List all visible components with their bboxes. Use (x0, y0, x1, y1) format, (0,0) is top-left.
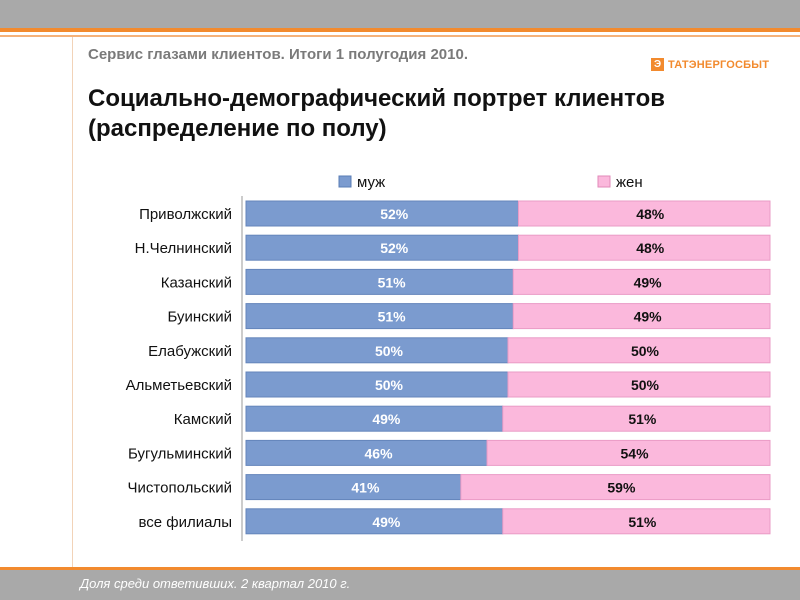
bar-female (507, 371, 771, 398)
category-label: Н.Челнинский (135, 240, 232, 257)
top-bar (0, 0, 800, 28)
legend-swatch-female (597, 175, 611, 188)
data-label-male: 52% (380, 240, 409, 256)
bar-female (512, 303, 771, 330)
data-label-female: 51% (628, 411, 657, 427)
bar-female (517, 234, 771, 261)
data-label-female: 51% (628, 514, 657, 530)
bar-male (245, 337, 509, 364)
bar-male (245, 439, 488, 466)
bar-female (512, 268, 771, 295)
bar-male (245, 508, 504, 535)
category-label: Буинский (168, 309, 233, 326)
bar-female (486, 439, 771, 466)
data-label-female: 54% (621, 445, 650, 461)
bottom-accent-stripe (0, 567, 800, 570)
category-label: Альметьевский (126, 377, 232, 394)
category-label: Чистопольский (128, 480, 232, 497)
bar-female (502, 508, 771, 535)
company-logo: Э ТАТЭНЕРГОСБЫТ (651, 56, 769, 73)
category-label: Елабужский (148, 343, 232, 360)
footnote: Доля среди ответивших. 2 квартал 2010 г. (80, 576, 351, 591)
slide-title: Социально-демографический портрет клиент… (88, 85, 665, 142)
data-label-female: 48% (636, 206, 665, 222)
logo-mark-icon: Э (651, 58, 664, 71)
category-label: Бугульминский (128, 445, 232, 462)
bar-male (245, 200, 519, 227)
data-label-male: 49% (372, 411, 401, 427)
left-guide-line (72, 37, 73, 577)
category-label: все филиалы (138, 514, 232, 531)
legend-swatch-male (338, 175, 352, 188)
bar-female (507, 337, 771, 364)
slide-subtitle: Сервис глазами клиентов. Итоги 1 полугод… (88, 46, 468, 63)
top-accent-stripe (0, 28, 800, 32)
data-label-female: 49% (634, 309, 663, 325)
bar-male (245, 405, 504, 432)
data-label-male: 46% (365, 445, 394, 461)
bar-female (517, 200, 771, 227)
bar-male (245, 234, 519, 261)
bar-female (502, 405, 771, 432)
data-label-female: 48% (636, 240, 665, 256)
bottom-bar (0, 570, 800, 600)
legend-label-male: муж (357, 174, 385, 191)
data-label-female: 49% (634, 274, 663, 290)
category-label: Камский (174, 411, 232, 428)
top-thin-line (0, 35, 800, 37)
data-label-male: 49% (372, 514, 401, 530)
data-label-female: 50% (631, 343, 660, 359)
bar-female (460, 474, 771, 501)
legend-label-female: жен (616, 174, 643, 191)
category-label: Приволжский (139, 206, 232, 223)
bar-male (245, 268, 514, 295)
data-label-female: 59% (607, 480, 636, 496)
data-label-male: 52% (380, 206, 409, 222)
data-label-male: 50% (375, 377, 404, 393)
data-label-male: 51% (378, 309, 407, 325)
category-label: Казанский (161, 274, 232, 291)
data-label-male: 51% (378, 274, 407, 290)
bar-male (245, 474, 462, 501)
data-label-male: 50% (375, 343, 404, 359)
data-label-female: 50% (631, 377, 660, 393)
logo-text: ТАТЭНЕРГОСБЫТ (668, 58, 770, 71)
data-label-male: 41% (351, 480, 380, 496)
